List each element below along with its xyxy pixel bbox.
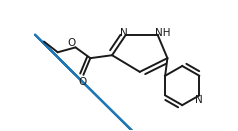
Text: NH: NH	[155, 28, 170, 38]
Text: O: O	[78, 77, 87, 87]
Text: O: O	[67, 39, 76, 48]
Text: N: N	[195, 95, 203, 105]
Text: N: N	[120, 28, 128, 38]
